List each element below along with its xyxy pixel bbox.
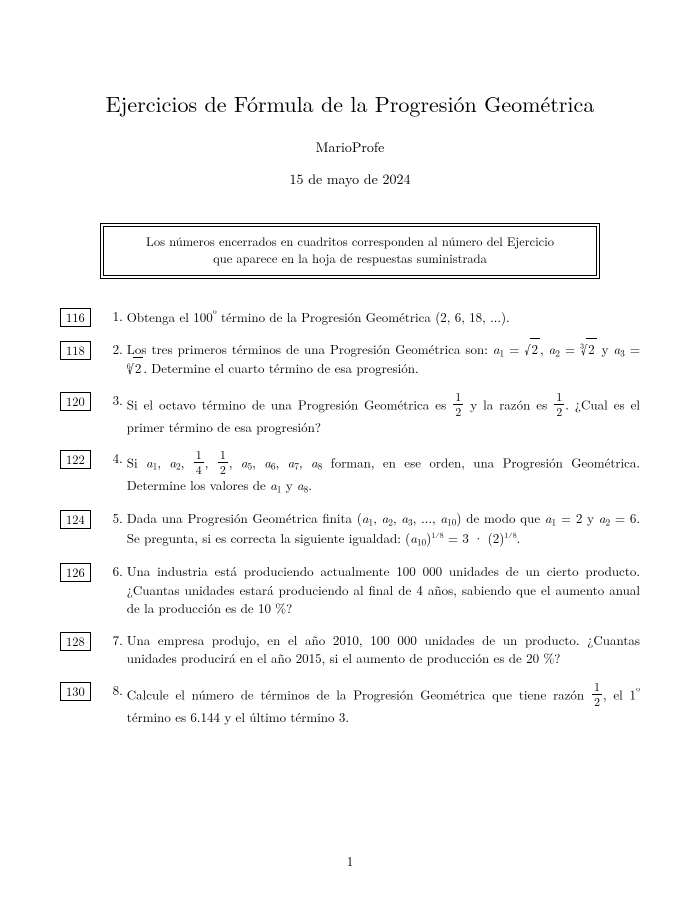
problem-text: Obtenga el 100º término de la Progresión… — [127, 307, 640, 327]
problem-box-number: 118 — [60, 341, 91, 360]
problem-box-number: 126 — [60, 563, 91, 582]
problem-ordinal: 2. — [105, 340, 123, 358]
problem-row: 124 5.Dada una Progresión Geométrica fini… — [60, 509, 640, 549]
problem-row: 116 1.Obtenga el 100º término de la Progr… — [60, 307, 640, 327]
page: Ejercicios de Fórmula de la Progresión G… — [0, 0, 700, 779]
problem-box-number: 130 — [60, 682, 91, 701]
problem-text: Si a1, a2, 14, 12, a5, a6, a7, a8 forman… — [127, 449, 640, 496]
page-number: 1 — [0, 851, 700, 870]
problem-ordinal: 6. — [105, 562, 123, 580]
problem-box-number: 120 — [60, 392, 91, 411]
problem-text: Dada una Progresión Geométrica finita (a… — [127, 509, 640, 549]
problem-ordinal: 8. — [105, 681, 123, 699]
problem-row: 128 7.Una empresa produjo, en el año 2010… — [60, 631, 640, 668]
doc-title: Ejercicios de Fórmula de la Progresión G… — [60, 88, 640, 119]
doc-author: MarioProfe — [60, 137, 640, 157]
problem-text: Una empresa produjo, en el año 2010, 100… — [127, 631, 640, 668]
problem-box-number: 122 — [60, 450, 91, 469]
problem-ordinal: 1. — [105, 307, 123, 325]
problem-ordinal: 7. — [105, 631, 123, 649]
doc-date: 15 de mayo de 2024 — [60, 169, 640, 189]
problem-ordinal: 4. — [105, 449, 123, 467]
problem-box-number: 124 — [60, 510, 91, 529]
problem-text: Los tres primeros términos de una Progre… — [127, 340, 640, 378]
notice-line2: que aparece en la hoja de respuestas sum… — [213, 249, 487, 267]
problem-row: 126 6.Una industria está produciendo actu… — [60, 562, 640, 617]
problem-ordinal: 5. — [105, 509, 123, 527]
problem-row: 118 2.Los tres primeros términos de una P… — [60, 340, 640, 378]
problem-ordinal: 3. — [105, 391, 123, 409]
problem-box-number: 128 — [60, 632, 91, 651]
problem-text: Calcule el número de términos de la Prog… — [127, 681, 640, 726]
problem-list: 116 1.Obtenga el 100º término de la Progr… — [60, 307, 640, 726]
problem-text: Una industria está produciendo actualmen… — [127, 562, 640, 617]
problem-row: 120 3.Si el octavo término de una Progres… — [60, 391, 640, 436]
problem-box-number: 116 — [60, 308, 91, 327]
notice-box: Los números encerrados en cuadritos corr… — [100, 223, 600, 279]
problem-row: 122 4.Si a1, a2, 14, 12, a5, a6, a7, a8 f… — [60, 449, 640, 496]
problem-row: 130 8.Calcule el número de términos de la… — [60, 681, 640, 726]
problem-text: Si el octavo término de una Progresión G… — [127, 391, 640, 436]
notice-line1: Los números encerrados en cuadritos corr… — [146, 232, 554, 250]
notice-text: Los números encerrados en cuadritos corr… — [103, 226, 597, 276]
